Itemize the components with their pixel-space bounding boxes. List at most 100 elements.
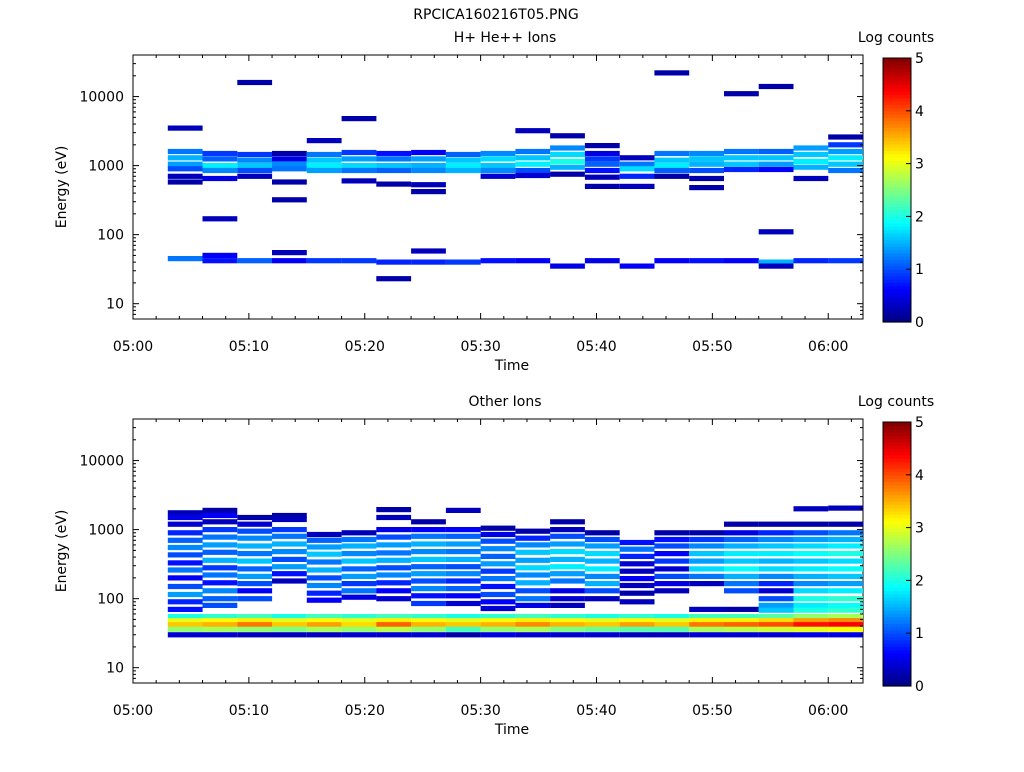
- heatmap-cell: [758, 259, 794, 265]
- heatmap-cell: [724, 551, 759, 557]
- colorbar-swatch: [883, 623, 911, 628]
- heatmap-cell: [654, 622, 690, 628]
- colorbar-tick-label: 3: [915, 521, 924, 537]
- panel-title: Other Ions: [468, 394, 541, 410]
- heatmap-cell: [237, 167, 273, 174]
- heatmap-cell: [619, 614, 655, 620]
- heatmap-cell: [654, 573, 690, 579]
- heatmap-cell: [411, 541, 446, 547]
- colorbar-swatch: [883, 133, 911, 138]
- heatmap-cell: [654, 530, 690, 536]
- heatmap-cell: [237, 528, 273, 534]
- heatmap-cell: [202, 580, 238, 586]
- colorbar-tick-label: 2: [915, 209, 924, 225]
- heatmap-cell: [237, 626, 273, 632]
- heatmap-cell: [376, 632, 412, 638]
- heatmap-cell: [272, 197, 307, 203]
- heatmap-cell: [167, 560, 203, 566]
- heatmap-cell: [341, 258, 377, 264]
- heatmap-cell: [550, 622, 585, 628]
- heatmap-cell: [167, 125, 203, 131]
- heatmap-cell: [445, 618, 481, 624]
- heatmap-cell: [550, 578, 585, 584]
- colorbar-swatch: [883, 613, 911, 618]
- heatmap-cell: [619, 553, 655, 559]
- heatmap-cell: [341, 614, 377, 620]
- colorbar-swatch: [883, 160, 911, 165]
- colorbar-swatch: [883, 438, 911, 443]
- heatmap-cell: [445, 507, 481, 513]
- heatmap-cell: [341, 573, 377, 579]
- heatmap-cell: [411, 556, 446, 562]
- heatmap-cell: [724, 632, 759, 638]
- colorbar-swatch: [883, 302, 911, 307]
- heatmap-cell: [793, 566, 829, 572]
- colorbar-tick-label: 1: [915, 262, 924, 278]
- colorbar-swatch: [883, 514, 911, 519]
- y-tick-label: 10000: [79, 90, 124, 106]
- heatmap-cell: [376, 507, 412, 513]
- heatmap-cell: [306, 167, 342, 174]
- heatmap-cell: [445, 556, 481, 562]
- heatmap-cell: [584, 632, 620, 638]
- heatmap-cell: [619, 590, 655, 596]
- heatmap-cell: [272, 161, 307, 167]
- heatmap-cell: [480, 622, 516, 628]
- heatmap-cell: [202, 626, 238, 632]
- colorbar-swatch: [883, 626, 911, 631]
- heatmap-cell: [167, 530, 203, 536]
- heatmap-cell: [515, 557, 551, 563]
- panel-2: [132, 418, 912, 687]
- heatmap-cell: [341, 178, 377, 184]
- heatmap-cell: [237, 614, 273, 620]
- heatmap-cell: [793, 551, 829, 557]
- colorbar-swatch: [883, 676, 911, 680]
- y-axis-label: Energy (eV): [54, 510, 70, 593]
- x-tick-label: 05:40: [576, 703, 616, 719]
- heatmap-cell: [272, 166, 307, 172]
- colorbar-swatch: [883, 97, 911, 102]
- y-axis-label: Energy (eV): [54, 146, 70, 229]
- heatmap-cell: [654, 588, 690, 594]
- colorbar-swatch: [883, 232, 911, 237]
- heatmap-cell: [689, 573, 724, 579]
- colorbar-swatch: [883, 672, 911, 677]
- heatmap-cell: [689, 167, 724, 174]
- heatmap-cell: [376, 181, 412, 187]
- heatmap-cell: [272, 578, 307, 584]
- heatmap-cell: [758, 263, 794, 269]
- heatmap-cell: [376, 557, 412, 563]
- heatmap-cell: [376, 542, 412, 548]
- colorbar-swatch: [883, 91, 911, 95]
- heatmap-cell: [724, 530, 759, 536]
- heatmap-cell: [480, 167, 516, 174]
- heatmap-cell: [828, 530, 863, 536]
- heatmap-cell: [341, 551, 377, 557]
- heatmap-cell: [654, 618, 690, 624]
- heatmap-cell: [341, 622, 377, 628]
- heatmap-cell: [758, 632, 794, 638]
- heatmap-cell: [411, 593, 446, 599]
- heatmap-cell: [654, 163, 690, 169]
- heatmap-cell: [202, 622, 238, 628]
- heatmap-cell: [550, 626, 585, 632]
- y-tick-label: 1000: [88, 523, 124, 539]
- heatmap-cell: [515, 626, 551, 632]
- heatmap-cell: [515, 167, 551, 174]
- heatmap-cell: [619, 183, 655, 189]
- colorbar-swatch: [883, 67, 911, 72]
- heatmap-cell: [758, 543, 794, 549]
- heatmap-cell: [828, 618, 863, 624]
- heatmap-cell: [584, 156, 620, 162]
- heatmap-cell: [584, 543, 620, 549]
- heatmap-cell: [654, 157, 690, 163]
- heatmap-cell: [306, 138, 342, 144]
- colorbar-swatch: [883, 679, 911, 684]
- heatmap-cell: [272, 571, 307, 577]
- heatmap-cell: [411, 519, 446, 525]
- heatmap-cell: [550, 602, 585, 608]
- colorbar-swatch: [883, 534, 911, 539]
- colorbar-swatch: [883, 298, 911, 303]
- colorbar-swatch: [883, 428, 911, 433]
- heatmap-cell: [828, 258, 863, 264]
